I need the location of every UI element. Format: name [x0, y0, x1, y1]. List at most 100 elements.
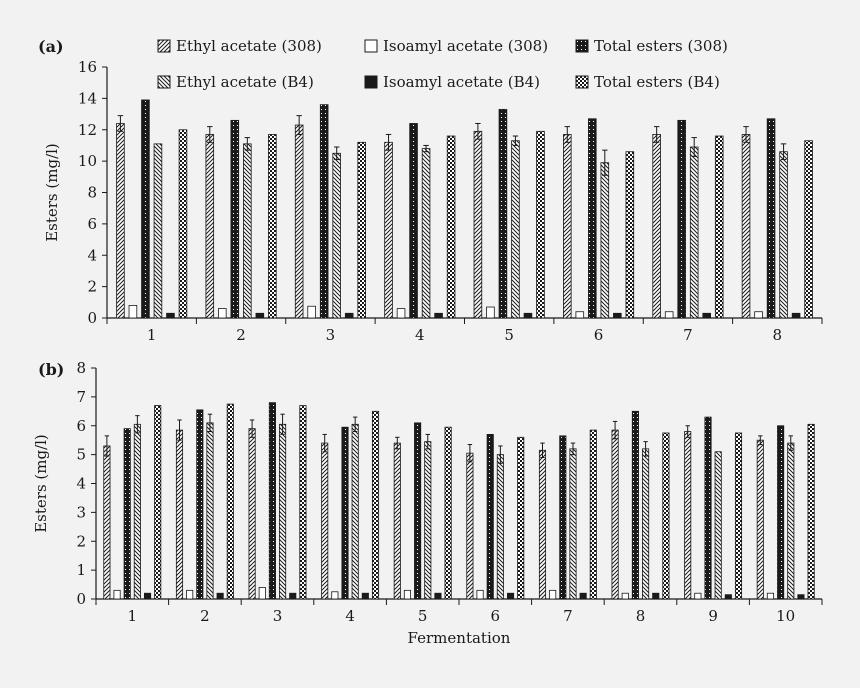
bar-total_308-3	[268, 402, 276, 600]
bar-ethyl_308-8	[741, 134, 751, 319]
x-tick-label: 3	[273, 607, 283, 625]
bar-ethyl_308-7	[538, 449, 547, 600]
legend-swatch-ethyl_308	[157, 39, 171, 53]
bar-isoamyl_b4-1	[143, 592, 152, 600]
bar-total_b4-5	[536, 130, 545, 319]
bar-ethyl_b4-3	[279, 423, 287, 600]
bar-ethyl_308-10	[756, 439, 764, 600]
panel-b-chart: 0 1 2 3 4 5 6 7 8 Esters (mg/l) Fermentation 1 2 3 4 5 6…	[32, 359, 823, 647]
bar-ethyl_b4-10	[787, 442, 795, 600]
bar-isoamyl_308-8	[754, 311, 763, 319]
legend-swatch-isoamyl_308	[364, 39, 378, 53]
bar-total_b4-10	[807, 423, 815, 600]
x-tick-label: 5	[504, 326, 514, 344]
x-tick-label: 6	[491, 607, 501, 625]
bar-total_b4-8	[804, 140, 813, 319]
x-tick-label: 6	[594, 326, 604, 344]
bar-ethyl_b4-5	[424, 441, 432, 600]
bar-ethyl_b4-7	[689, 146, 699, 319]
bar-total_b4-2	[226, 403, 234, 600]
bar-ethyl_308-6	[563, 134, 572, 319]
bar-total_b4-3	[357, 141, 366, 319]
bar-total_b4-3	[299, 405, 307, 600]
bar-isoamyl_b4-8	[652, 592, 660, 600]
x-tick-label: 8	[636, 607, 646, 625]
bar-total_b4-2	[268, 134, 277, 319]
bar-total_b4-1	[154, 405, 162, 600]
y-tick-label: 3	[76, 503, 86, 521]
legend-label-isoamyl_308: Isoamyl acetate (308)	[383, 37, 548, 55]
legend-swatch-total_b4	[575, 75, 589, 89]
bar-total_308-2	[196, 409, 204, 600]
bar-isoamyl_308-8	[621, 592, 629, 600]
bar-ethyl_b4-6	[496, 454, 504, 600]
bar-isoamyl_b4-6	[506, 592, 515, 600]
bar-isoamyl_308-7	[549, 589, 557, 600]
legend-label-isoamyl_b4: Isoamyl acetate (B4)	[383, 73, 540, 91]
bar-ethyl_b4-4	[351, 423, 359, 600]
bar-ethyl_308-5	[473, 130, 483, 319]
bar-total_308-6	[486, 434, 494, 600]
bar-isoamyl_308-2	[218, 308, 227, 319]
y-tick-label: 5	[76, 446, 86, 464]
y-tick-label: 6	[76, 417, 86, 435]
bar-isoamyl_b4-3	[344, 312, 354, 319]
bar-ethyl_b4-4	[421, 148, 431, 319]
bar-total_b4-4	[446, 135, 456, 319]
bar-total_308-5	[414, 422, 422, 600]
legend-label-ethyl_b4: Ethyl acetate (B4)	[176, 73, 314, 91]
bar-total_308-4	[409, 123, 418, 319]
x-tick-label: 9	[708, 607, 718, 625]
bar-isoamyl_308-9	[694, 592, 702, 600]
bar-isoamyl_b4-1	[166, 312, 175, 319]
bar-total_308-8	[631, 410, 639, 600]
bar-total_b4-4	[371, 410, 380, 600]
y-tick-label: 14	[78, 89, 97, 107]
legend-swatch-isoamyl_b4	[364, 75, 378, 89]
bar-total_b4-7	[589, 429, 597, 600]
x-tick-label: 2	[236, 326, 246, 344]
bar-isoamyl_b4-4	[434, 312, 443, 319]
bar-isoamyl_308-10	[766, 592, 775, 600]
y-tick-label: 12	[78, 121, 97, 139]
bar-isoamyl_b4-5	[434, 592, 442, 600]
x-tick-label: 3	[326, 326, 336, 344]
bar-isoamyl_308-1	[113, 589, 121, 600]
bar-ethyl_308-3	[294, 124, 304, 319]
bar-total_b4-8	[662, 432, 670, 600]
x-tick-label: 7	[683, 326, 693, 344]
bar-isoamyl_b4-4	[361, 592, 369, 600]
x-tick-label: 1	[147, 326, 157, 344]
x-axis-label: Fermentation	[408, 629, 511, 647]
bar-ethyl_b4-1	[153, 143, 163, 319]
x-tick-label: 4	[415, 326, 425, 344]
x-tick-label: 5	[418, 607, 428, 625]
bar-total_308-8	[766, 118, 776, 319]
y-tick-label: 1	[76, 561, 86, 579]
bar-total_308-5	[498, 108, 508, 319]
y-tick-label: 2	[76, 532, 86, 550]
bar-isoamyl_308-3	[307, 305, 316, 319]
x-tick-label: 2	[200, 607, 210, 625]
bar-ethyl_308-9	[684, 431, 692, 600]
x-tick-label: 8	[773, 326, 783, 344]
panel-b-label: (b)	[38, 360, 64, 379]
y-tick-label: 16	[78, 58, 97, 76]
x-tick-label: 4	[345, 607, 355, 625]
bar-total_308-10	[777, 425, 785, 600]
x-tick-label: 10	[776, 607, 795, 625]
bar-isoamyl_b4-3	[289, 592, 297, 600]
legend: Ethyl acetate (308) Isoamyl acetate (308)…	[157, 37, 728, 91]
legend-swatch-ethyl_b4	[157, 75, 171, 89]
bar-total_b4-6	[625, 151, 635, 319]
bar-total_308-6	[588, 118, 597, 319]
bar-isoamyl_308-6	[476, 589, 484, 600]
y-axis-label: Esters (mg/l)	[43, 143, 61, 242]
bar-ethyl_308-5	[393, 442, 401, 600]
bar-total_308-4	[341, 426, 349, 600]
bar-isoamyl_308-7	[664, 311, 674, 319]
bar-total_b4-7	[714, 135, 724, 319]
bar-total_b4-6	[517, 436, 525, 600]
bar-isoamyl_308-1	[128, 305, 138, 319]
